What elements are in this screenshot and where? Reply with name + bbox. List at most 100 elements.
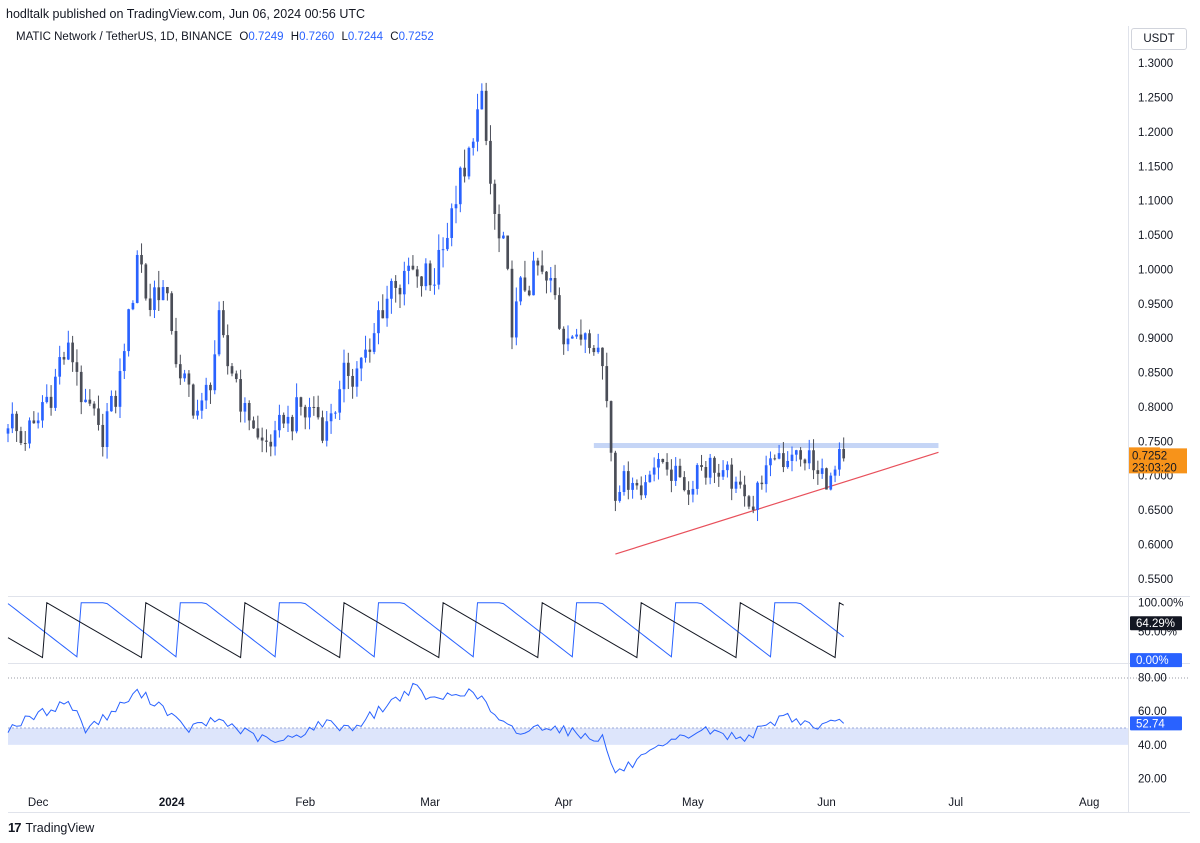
candle-body: [816, 470, 820, 474]
candle-body: [428, 263, 432, 286]
time-tick-label: Apr: [555, 797, 573, 809]
candle-body: [407, 265, 410, 271]
candle-body: [670, 469, 673, 481]
candle-body: [247, 403, 251, 421]
candle-body: [493, 183, 497, 214]
price-tick-label: 1.2000: [1138, 127, 1173, 139]
candle-body: [282, 414, 286, 424]
candle-body: [148, 298, 152, 311]
candle-body: [325, 421, 329, 441]
tradingview-brand: TradingView: [25, 820, 95, 835]
drawings[interactable]: [593, 443, 939, 555]
candle-body: [36, 420, 40, 424]
candle-body: [838, 448, 841, 470]
candle-body: [41, 402, 44, 421]
candle-body: [394, 280, 398, 288]
rsi-line: [7, 682, 845, 774]
candle-body: [566, 338, 570, 345]
candle-body: [747, 496, 751, 507]
candle-body: [161, 287, 165, 301]
price-tick-label: 0.7000: [1138, 471, 1173, 483]
candle-body: [756, 482, 759, 510]
candle-body: [618, 491, 622, 501]
candle-body: [23, 443, 27, 445]
candle-body: [471, 141, 475, 148]
candle-body: [230, 366, 234, 374]
candle-body: [842, 448, 846, 459]
candle-body: [411, 265, 415, 270]
candle-body: [368, 349, 372, 352]
candle-body: [290, 416, 294, 432]
stoch-tick-label: 100.00%: [1138, 598, 1183, 610]
candle-body: [110, 395, 113, 412]
rsi-tick-label: 20.00: [1138, 774, 1167, 786]
last-price-badge: [1129, 448, 1187, 474]
candle-body: [79, 371, 83, 403]
price-tick-label: 1.3000: [1138, 58, 1173, 70]
price-axis[interactable]: 0.5500 0.6000 0.6500 0.7000 0.7500 0.8000 0.85…: [1138, 58, 1183, 785]
candle-body: [204, 384, 208, 401]
candle-body: [15, 413, 18, 432]
symbol-title: MATIC Network / TetherUS, 1D, BINANCE: [16, 31, 233, 43]
stoch-d-badge: [1130, 616, 1182, 631]
time-tick-label: Dec: [28, 797, 49, 809]
candle-body: [183, 373, 186, 379]
candle-body: [829, 475, 833, 490]
currency-button[interactable]: USDT: [1131, 28, 1187, 50]
stoch-d-value: 64.29%: [1136, 618, 1175, 630]
candle-body: [803, 459, 807, 464]
candle-body: [234, 373, 238, 380]
candle-body: [372, 333, 376, 352]
candle-body: [402, 270, 406, 295]
stoch-d-line: [7, 601, 844, 659]
candle-body: [700, 465, 703, 468]
ohlc-high-value: 0.7260: [299, 31, 335, 43]
candle-body: [269, 441, 273, 447]
candle-body: [286, 416, 290, 424]
candle-body: [200, 400, 204, 411]
candle-body: [226, 335, 230, 367]
price-tick-label: 0.9500: [1138, 299, 1173, 311]
candle-body: [359, 357, 363, 369]
candle-body: [726, 464, 729, 471]
candle-body: [420, 276, 423, 287]
candle-body: [652, 467, 656, 475]
candle-body: [769, 458, 772, 466]
candle-body: [506, 235, 510, 269]
time-axis[interactable]: Dec 2024 Feb Mar Apr May Jun Jul Aug: [28, 797, 1100, 809]
candle-body: [514, 301, 518, 338]
candles: [6, 82, 846, 522]
candle-body: [532, 260, 535, 296]
candle-body: [316, 407, 320, 418]
price-tick-label: 0.8000: [1138, 402, 1173, 414]
candle-body: [562, 328, 566, 345]
candle-body: [295, 397, 298, 432]
tradingview-logo-icon: 17: [8, 820, 22, 835]
candle-body: [355, 368, 359, 387]
symbol-legend: MATIC Network / TetherUS, 1D, BINANCE O0…: [16, 31, 438, 43]
candle-body: [687, 490, 690, 495]
price-tick-label: 1.0000: [1138, 264, 1173, 276]
candle-body: [570, 336, 574, 339]
candle-body: [558, 295, 561, 329]
candle-body: [338, 389, 342, 413]
candle-body: [661, 458, 665, 463]
candle-body: [92, 403, 96, 409]
candle-body: [346, 362, 350, 376]
price-tick-label: 1.0500: [1138, 230, 1173, 242]
candle-body: [497, 213, 501, 239]
resistance-zone: [593, 443, 939, 449]
ohlc-open-value: 0.7249: [248, 31, 284, 43]
publisher-line: hodltalk published on TradingView.com, J…: [6, 7, 366, 21]
candle-body: [721, 470, 725, 477]
stoch-k-badge: [1130, 653, 1182, 668]
candle-body: [833, 469, 837, 476]
candle-body: [140, 254, 143, 265]
tradingview-logo[interactable]: 17 TradingView: [8, 820, 94, 835]
stoch-k-value: 0.00%: [1136, 655, 1169, 667]
candle-body: [10, 413, 14, 429]
candle-body: [704, 467, 708, 478]
candle-body: [49, 396, 53, 408]
candle-body: [144, 264, 148, 299]
